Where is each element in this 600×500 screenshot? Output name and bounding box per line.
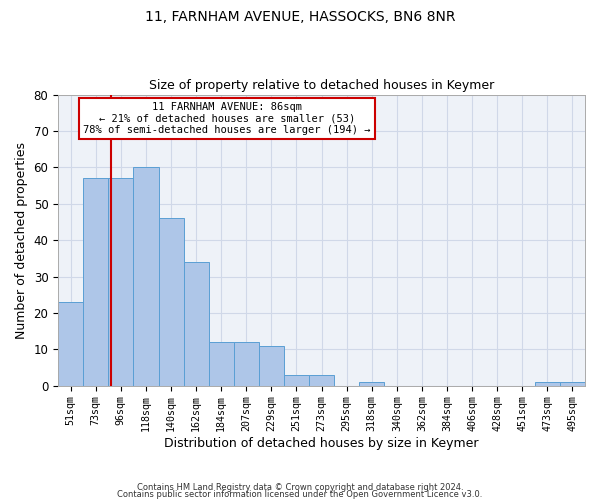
Bar bbox=[309, 375, 334, 386]
Bar bbox=[58, 302, 83, 386]
Bar bbox=[184, 262, 209, 386]
Bar bbox=[535, 382, 560, 386]
Bar bbox=[158, 218, 184, 386]
Text: 11 FARNHAM AVENUE: 86sqm
← 21% of detached houses are smaller (53)
78% of semi-d: 11 FARNHAM AVENUE: 86sqm ← 21% of detach… bbox=[83, 102, 370, 135]
Bar bbox=[109, 178, 133, 386]
Bar bbox=[209, 342, 234, 386]
Bar bbox=[284, 375, 309, 386]
X-axis label: Distribution of detached houses by size in Keymer: Distribution of detached houses by size … bbox=[164, 437, 479, 450]
Title: Size of property relative to detached houses in Keymer: Size of property relative to detached ho… bbox=[149, 79, 494, 92]
Bar bbox=[560, 382, 585, 386]
Text: Contains HM Land Registry data © Crown copyright and database right 2024.: Contains HM Land Registry data © Crown c… bbox=[137, 484, 463, 492]
Text: Contains public sector information licensed under the Open Government Licence v3: Contains public sector information licen… bbox=[118, 490, 482, 499]
Text: 11, FARNHAM AVENUE, HASSOCKS, BN6 8NR: 11, FARNHAM AVENUE, HASSOCKS, BN6 8NR bbox=[145, 10, 455, 24]
Bar bbox=[133, 168, 158, 386]
Bar bbox=[259, 346, 284, 386]
Bar bbox=[83, 178, 109, 386]
Bar bbox=[234, 342, 259, 386]
Bar bbox=[359, 382, 384, 386]
Y-axis label: Number of detached properties: Number of detached properties bbox=[15, 142, 28, 338]
